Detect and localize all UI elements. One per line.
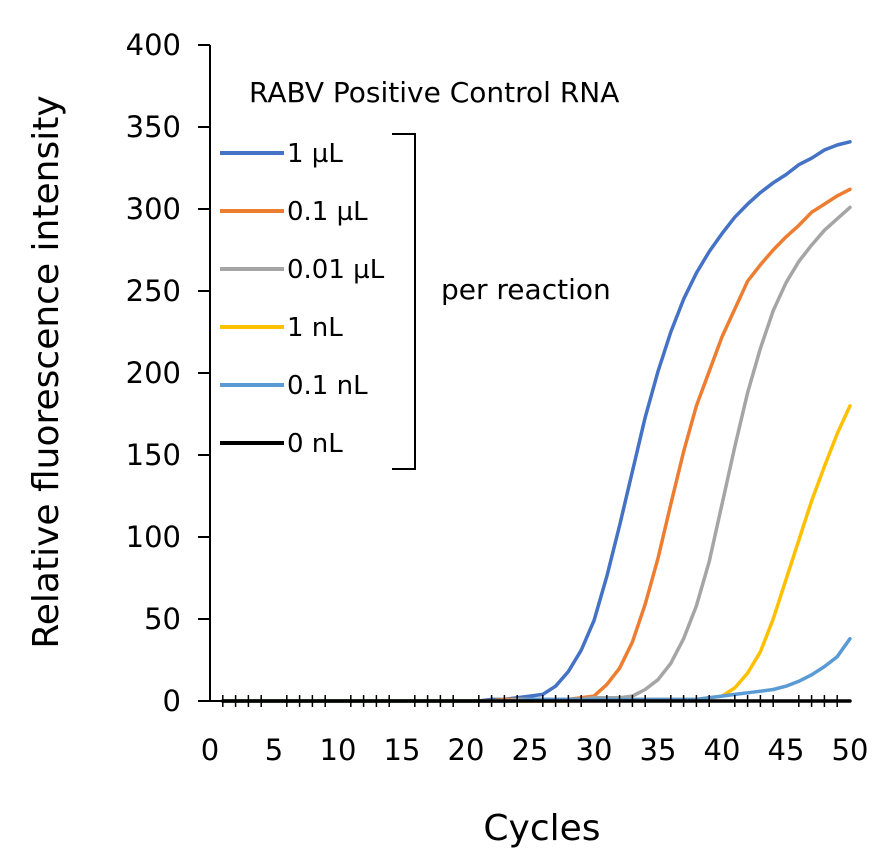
legend-label: 0 nL [287,429,343,459]
x-tick-label: 20 [448,733,485,767]
y-tick-label: 150 [126,438,181,472]
x-tick-label: 35 [640,733,677,767]
legend-label: 1 nL [287,313,343,343]
x-axis-title: Cycles [483,808,600,849]
x-ticks: 0 5 10 15 20 25 30 35 40 45 50 [201,695,869,767]
y-tick-label: 0 [163,684,181,718]
y-tick-label: 200 [126,356,181,390]
x-tick-label: 30 [576,733,613,767]
x-tick-label: 15 [384,733,421,767]
y-tick-label: 400 [126,28,181,62]
series-line [221,636,852,703]
legend-bracket [392,133,416,470]
legend: 1 µL 0.1 µL 0.01 µL 1 nL 0.1 nL 0 nL [220,139,385,459]
x-tick-label: 25 [512,733,549,767]
x-tick-label: 40 [704,733,741,767]
y-tick-label: 250 [126,274,181,308]
x-tick-label: 0 [201,733,219,767]
y-tick-label: 100 [126,520,181,554]
y-tick-label: 350 [126,110,181,144]
y-axis-title: Relative fluorescence intensity [26,95,67,648]
legend-label: 0.01 µL [287,255,385,285]
y-tick-label: 300 [126,192,181,226]
x-tick-label: 5 [265,733,283,767]
y-ticks: 0 50 100 150 200 250 300 350 400 [126,28,210,718]
legend-label: 1 µL [287,139,343,169]
bracket-label: per reaction [441,273,611,306]
x-tick-label: 50 [832,733,869,767]
legend-label: 0.1 µL [287,197,368,227]
chart-title: RABV Positive Control RNA [249,76,619,109]
x-tick-label: 45 [768,733,805,767]
x-tick-label: 10 [320,733,357,767]
legend-label: 0.1 nL [287,371,368,401]
y-tick-label: 50 [144,602,181,636]
